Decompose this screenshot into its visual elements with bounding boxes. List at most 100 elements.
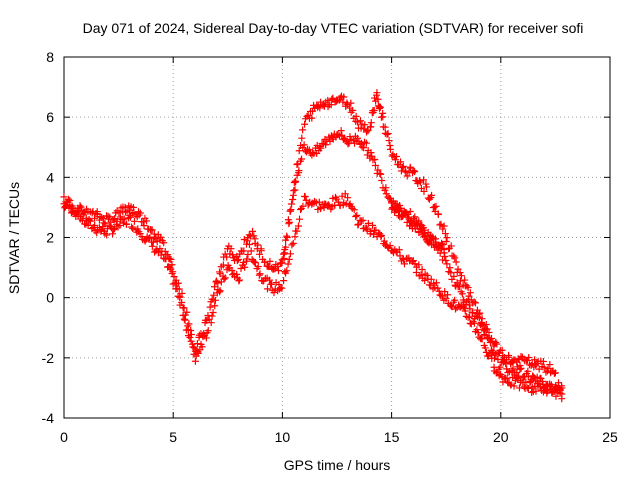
trace-middle-point [490, 354, 498, 362]
trace-middle-point [167, 255, 175, 263]
trace-lower-point [126, 213, 134, 221]
trace-middle-point [189, 343, 197, 351]
trace-middle-point [65, 195, 73, 203]
trace-lower-point [344, 194, 352, 202]
trace-middle-point [504, 369, 512, 377]
trace-middle-point [115, 209, 123, 217]
trace-upper-point [356, 117, 364, 125]
trace-upper-point [420, 176, 428, 184]
trace-lower-point [263, 285, 271, 293]
trace-branch-point [402, 208, 410, 216]
trace-upper-point [289, 191, 297, 199]
trace-upper-point [324, 96, 332, 104]
trace-lower-point [293, 227, 301, 235]
trace-middle-point [266, 257, 274, 265]
trace-middle-point [143, 217, 151, 225]
trace-upper-point [492, 338, 500, 346]
trace-lower-point [474, 329, 482, 337]
trace-middle-point [317, 144, 325, 152]
trace-lower-point [481, 344, 489, 352]
trace-middle-point [140, 222, 148, 230]
trace-upper-point [442, 238, 450, 246]
trace-lower-point [341, 190, 349, 198]
trace-upper-point [451, 254, 459, 262]
trace-lower-point [296, 215, 304, 223]
trace-branch-point [420, 226, 428, 234]
trace-middle-point [378, 177, 386, 185]
trace-middle-point [382, 184, 390, 192]
trace-lower-point [247, 247, 255, 255]
trace-upper-point [282, 243, 290, 251]
trace-upper-point [297, 141, 305, 149]
trace-middle-point [515, 372, 523, 380]
trace-lower-point [532, 387, 540, 395]
trace-middle-point [309, 149, 317, 157]
trace-middle-point [193, 347, 201, 355]
trace-upper-point [352, 112, 360, 120]
trace-lower-point [128, 223, 136, 231]
trace-lower-point [409, 257, 417, 265]
trace-lower-point [417, 271, 425, 279]
trace-lower-point [285, 255, 293, 263]
trace-middle-point [168, 261, 176, 269]
trace-middle-point [121, 208, 129, 216]
trace-lower-point [503, 375, 511, 383]
trace-lower-point [353, 211, 361, 219]
trace-middle-point [367, 149, 375, 157]
trace-lower-point [291, 233, 299, 241]
trace-middle-point [175, 285, 183, 293]
trace-middle-point [441, 252, 449, 260]
trace-upper-point [423, 183, 431, 191]
trace-lower-point [256, 270, 264, 278]
trace-upper-point [476, 309, 484, 317]
trace-middle-point [164, 251, 172, 259]
trace-lower-point [243, 255, 251, 263]
trace-upper-point [385, 137, 393, 145]
trace-upper-point [287, 206, 295, 214]
trace-middle-point [291, 186, 299, 194]
trace-middle-point [74, 208, 82, 216]
trace-upper-point [525, 354, 533, 362]
trace-middle-point [341, 136, 349, 144]
trace-middle-point [257, 247, 265, 255]
trace-middle-point [496, 363, 504, 371]
trace-middle-point [334, 130, 342, 138]
trace-lower-point [149, 238, 157, 246]
trace-lower-point [254, 263, 262, 271]
trace-upper-point [373, 89, 381, 97]
trace-upper-point [437, 220, 445, 228]
trace-upper-point [450, 252, 458, 260]
x-tick-label: 0 [60, 429, 68, 445]
trace-lower-point [362, 224, 370, 232]
trace-lower-point [235, 277, 243, 285]
trace-lower-point [380, 237, 388, 245]
trace-middle-point [298, 155, 306, 163]
trace-middle-point [374, 166, 382, 174]
trace-upper-point [461, 276, 469, 284]
trace-lower-point [466, 313, 474, 321]
trace-middle-point [60, 193, 68, 201]
trace-middle-point [151, 233, 159, 241]
trace-middle-point [234, 255, 242, 263]
trace-upper-point [361, 121, 369, 129]
trace-upper-point [299, 126, 307, 134]
trace-lower-point [501, 374, 509, 382]
trace-lower-point [233, 270, 241, 278]
trace-upper-point [415, 177, 423, 185]
trace-upper-point [384, 130, 392, 138]
y-tick-label: -2 [42, 350, 55, 366]
trace-middle-point [337, 127, 345, 135]
trace-lower-point [386, 242, 394, 250]
trace-lower-point [482, 348, 490, 356]
trace-branch-point [421, 229, 429, 237]
trace-lower-point [289, 239, 297, 247]
trace-upper-point [294, 160, 302, 168]
trace-middle-point [300, 141, 308, 149]
trace-upper-point [339, 98, 347, 106]
trace-lower-point [220, 275, 228, 283]
trace-lower-point [278, 284, 286, 292]
trace-lower-point [116, 221, 124, 229]
trace-upper-point [410, 167, 418, 175]
trace-lower-point [510, 382, 518, 390]
trace-branch-point [439, 241, 447, 249]
